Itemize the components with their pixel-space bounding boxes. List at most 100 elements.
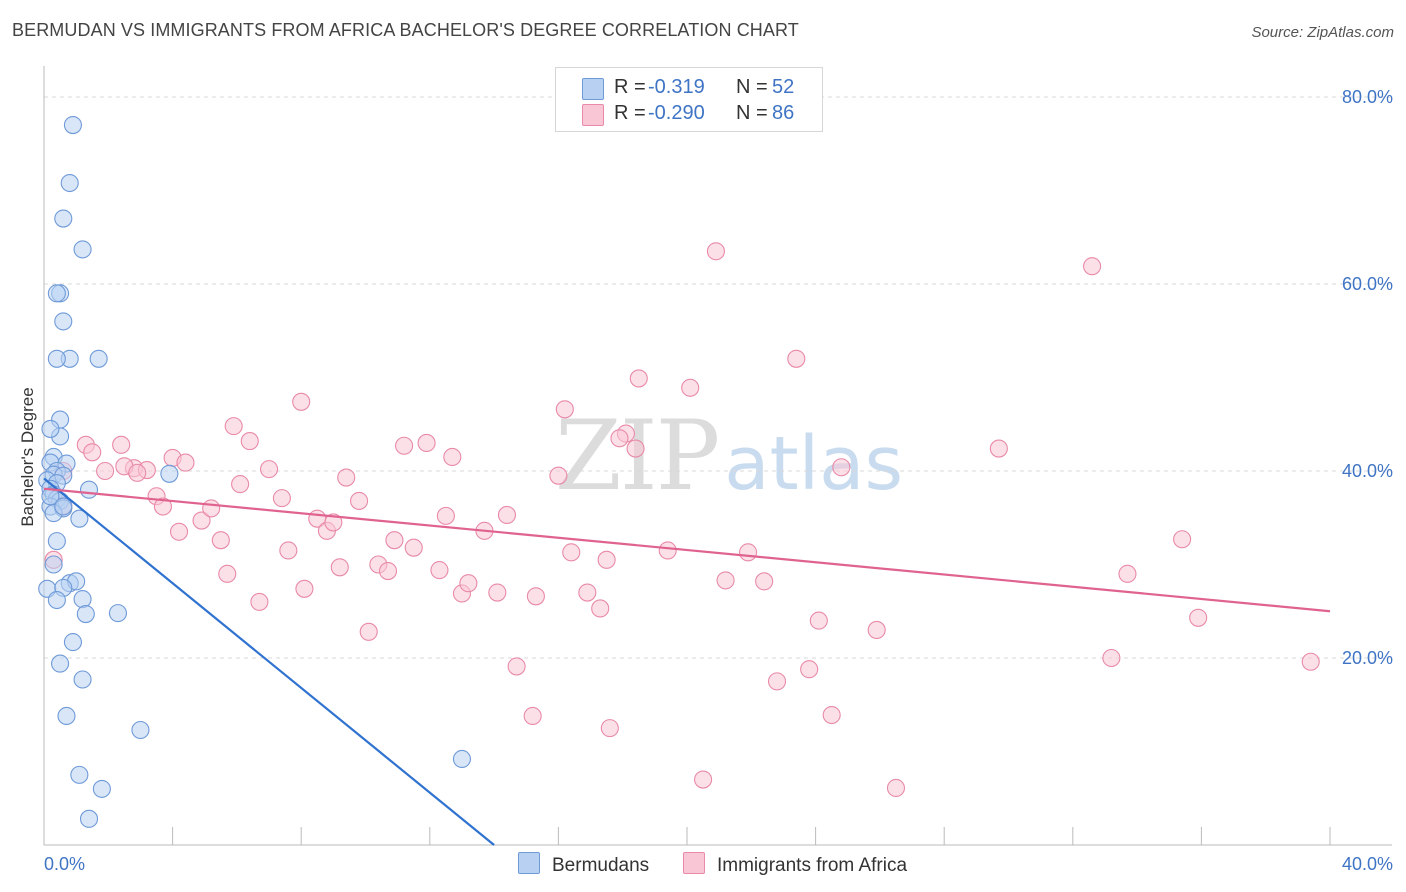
- grid-lines: [44, 96, 1392, 659]
- point-africa: [443, 447, 462, 467]
- point-africa: [706, 242, 725, 261]
- point-africa: [694, 770, 713, 789]
- point-bermudans: [47, 590, 66, 610]
- source-label: Source: ZipAtlas.com: [1251, 24, 1394, 41]
- point-africa: [459, 574, 478, 593]
- point-africa: [430, 561, 449, 580]
- axes: [43, 66, 1392, 846]
- point-africa: [83, 443, 102, 462]
- point-africa: [867, 620, 886, 640]
- point-africa: [626, 439, 645, 458]
- point-bermudans: [54, 209, 73, 228]
- point-africa: [1301, 652, 1320, 671]
- point-bermudans: [44, 555, 63, 574]
- point-africa: [591, 599, 610, 618]
- point-bermudans: [89, 349, 108, 368]
- y-tick-label: 40.0%: [1342, 461, 1393, 481]
- point-africa: [549, 466, 568, 485]
- point-africa: [96, 461, 115, 481]
- point-africa: [610, 429, 629, 448]
- point-africa: [169, 522, 189, 541]
- point-bermudans: [108, 604, 127, 623]
- point-africa: [112, 435, 131, 454]
- point-africa: [436, 506, 455, 525]
- point-africa: [562, 543, 581, 562]
- point-bermudans: [63, 116, 82, 135]
- point-africa: [279, 541, 298, 560]
- point-africa: [176, 453, 195, 472]
- point-africa: [1118, 564, 1137, 583]
- point-africa: [153, 497, 173, 516]
- point-bermudans: [79, 809, 99, 828]
- legend-n-value: 86: [772, 102, 795, 124]
- legend-item-africa[interactable]: Immigrants from Africa: [683, 852, 907, 877]
- watermark-atlas: atlas: [724, 421, 904, 507]
- point-bermudans: [47, 532, 66, 551]
- point-africa: [800, 660, 819, 679]
- point-africa: [578, 583, 597, 602]
- point-africa: [295, 579, 314, 598]
- point-africa: [272, 489, 291, 508]
- point-africa: [886, 778, 906, 798]
- point-bermudans: [41, 487, 60, 506]
- point-africa: [218, 564, 237, 583]
- point-bermudans: [63, 633, 82, 652]
- point-africa: [1173, 530, 1192, 549]
- y-tick-label: 80.0%: [1342, 87, 1393, 107]
- legend-r-label: R =: [614, 102, 646, 124]
- point-bermudans: [79, 480, 99, 499]
- point-bermudans: [57, 706, 76, 726]
- point-africa: [359, 622, 378, 641]
- point-africa: [526, 587, 545, 606]
- legend-item-bermudans[interactable]: Bermudans: [518, 852, 649, 877]
- point-africa: [488, 583, 507, 602]
- point-africa: [767, 672, 787, 691]
- y-tick-label: 20.0%: [1342, 648, 1393, 668]
- point-africa: [350, 491, 369, 510]
- point-africa: [292, 392, 311, 411]
- point-bermudans: [73, 670, 92, 689]
- legend-swatch-bermudans: [518, 852, 540, 874]
- point-africa: [378, 561, 398, 581]
- point-bermudans: [41, 419, 60, 438]
- point-africa: [224, 417, 243, 436]
- point-africa: [250, 592, 269, 611]
- watermark: ZIPatlas: [555, 400, 903, 512]
- point-bermudans: [92, 779, 111, 798]
- point-africa: [385, 531, 404, 550]
- point-africa: [395, 436, 414, 455]
- point-africa: [523, 706, 542, 726]
- point-africa: [716, 571, 735, 590]
- legend-n-label: N =: [736, 76, 768, 98]
- point-africa: [755, 572, 774, 591]
- point-africa: [597, 550, 616, 569]
- stats-legend: R = -0.319 N = 52 R = -0.290 N = 86: [555, 67, 823, 132]
- point-africa: [739, 543, 758, 562]
- point-bermudans: [51, 654, 70, 673]
- point-africa: [1083, 257, 1102, 276]
- point-bermudans: [54, 312, 73, 331]
- point-africa: [555, 400, 574, 419]
- point-africa: [822, 705, 841, 725]
- point-bermudans: [47, 284, 66, 303]
- point-africa: [1102, 648, 1121, 668]
- legend-r-label: R =: [614, 76, 646, 98]
- trendline-bermudans: [43, 477, 495, 846]
- trendline-africa: [43, 487, 1331, 613]
- legend-n-value: 52: [772, 76, 795, 98]
- legend-r-value: -0.290: [648, 102, 705, 124]
- point-africa: [192, 511, 211, 530]
- point-africa: [330, 558, 349, 577]
- point-africa: [809, 611, 828, 630]
- point-africa: [417, 433, 436, 453]
- data-points: [38, 116, 1320, 828]
- point-africa: [989, 439, 1008, 458]
- point-africa: [658, 541, 677, 560]
- x-tick-label: 40.0%: [1342, 854, 1393, 874]
- y-tick-label: 60.0%: [1342, 274, 1393, 294]
- point-africa: [497, 505, 517, 524]
- point-africa: [404, 538, 423, 557]
- point-bermudans: [54, 497, 73, 516]
- point-africa: [337, 468, 356, 487]
